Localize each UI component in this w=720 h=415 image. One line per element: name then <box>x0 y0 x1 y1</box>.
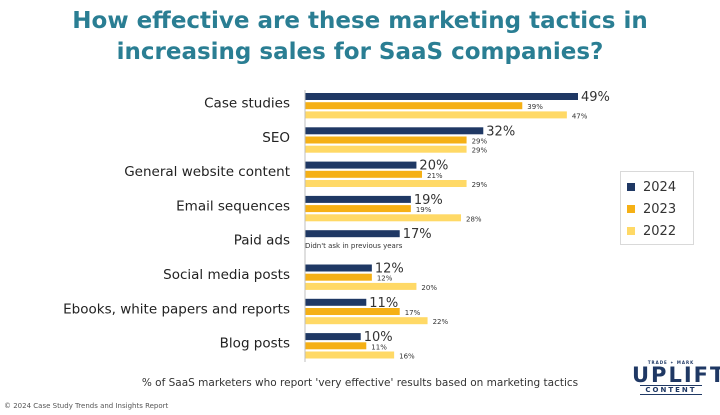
value-label-2024-blog-posts: 10% <box>364 330 393 345</box>
legend-item-2023: 2023 <box>627 198 687 220</box>
chart-title: How effective are these marketing tactic… <box>0 6 720 68</box>
chart-legend: 2024 2023 2022 <box>620 171 694 245</box>
category-label-general-website-content: General website content <box>124 164 290 180</box>
bar-2022-email-sequences <box>305 214 461 222</box>
bar-2024-social-media-posts <box>305 264 372 272</box>
value-label-2022-email-sequences: 28% <box>466 215 482 223</box>
bar-2023-blog-posts <box>305 342 367 350</box>
bar-2023-seo <box>305 136 467 144</box>
value-label-2023-case-studies: 39% <box>527 103 543 111</box>
value-label-2024-paid-ads: 17% <box>403 227 432 242</box>
value-label-2024-ebooks-white-papers-and-reports: 11% <box>369 296 398 311</box>
value-label-2023-social-media-posts: 12% <box>377 275 393 283</box>
category-label-ebooks-white-papers-and-reports: Ebooks, white papers and reports <box>63 301 290 317</box>
logo-tagline: TRADE ✦ MARK <box>647 360 695 365</box>
bar-2022-general-website-content <box>305 180 467 187</box>
bar-2023-ebooks-white-papers-and-reports <box>305 308 400 315</box>
category-label-email-sequences: Email sequences <box>176 198 290 214</box>
bar-2024-email-sequences <box>305 195 411 203</box>
value-label-2023-general-website-content: 21% <box>427 172 443 180</box>
legend-swatch-2024 <box>627 183 635 191</box>
bar-2024-blog-posts <box>305 333 361 341</box>
bar-2024-general-website-content <box>305 161 417 169</box>
legend-label-2024: 2024 <box>643 179 677 195</box>
logo-main: UPLIFT <box>632 363 720 387</box>
bar-2022-blog-posts <box>305 351 395 359</box>
value-label-2023-email-sequences: 19% <box>416 206 432 214</box>
bar-2023-general-website-content <box>305 170 422 178</box>
bar-2022-ebooks-white-papers-and-reports <box>305 317 428 325</box>
legend-item-2022: 2022 <box>627 220 687 242</box>
value-label-2023-ebooks-white-papers-and-reports: 17% <box>405 309 421 317</box>
chart-title-line1: How effective are these marketing tactic… <box>72 8 648 34</box>
legend-swatch-2023 <box>627 205 635 213</box>
value-label-2022-general-website-content: 29% <box>472 181 488 189</box>
category-label-social-media-posts: Social media posts <box>163 267 290 283</box>
legend-item-2024: 2024 <box>627 176 687 198</box>
category-label-paid-ads: Paid ads <box>234 233 290 249</box>
bar-2023-case-studies <box>305 102 523 110</box>
uplift-logo: TRADE ✦ MARK UPLIFT CONTENT <box>632 360 720 395</box>
value-label-2024-social-media-posts: 12% <box>375 262 404 277</box>
copyright-text: © 2024 Case Study Trends and Insights Re… <box>4 402 169 410</box>
value-label-2022-seo: 29% <box>472 147 488 155</box>
value-label-2022-blog-posts: 16% <box>399 353 415 361</box>
value-label-2024-general-website-content: 20% <box>419 159 448 174</box>
chart-caption: % of SaaS marketers who report 'very eff… <box>141 377 579 389</box>
bar-2022-case-studies <box>305 111 567 119</box>
legend-label-2023: 2023 <box>643 201 677 217</box>
legend-label-2022: 2022 <box>643 223 677 239</box>
bar-2022-social-media-posts <box>305 282 417 290</box>
category-label-blog-posts: Blog posts <box>220 336 290 352</box>
value-label-2022-social-media-posts: 20% <box>421 284 437 292</box>
category-label-case-studies: Case studies <box>204 96 290 112</box>
value-label-2023-blog-posts: 11% <box>371 343 387 351</box>
bar-2024-ebooks-white-papers-and-reports <box>305 298 367 306</box>
chart-title-line2: increasing sales for SaaS companies? <box>116 39 604 65</box>
value-label-2024-email-sequences: 19% <box>414 193 443 208</box>
value-label-2023-seo: 29% <box>472 138 488 146</box>
value-label-2024-case-studies: 49% <box>581 90 610 105</box>
logo-sub: CONTENT <box>640 385 702 395</box>
value-label-2022-ebooks-white-papers-and-reports: 22% <box>433 318 449 326</box>
value-label-2024-seo: 32% <box>486 124 515 139</box>
note-paid-ads: Didn't ask in previous years <box>305 242 403 250</box>
bar-2024-case-studies <box>305 93 578 100</box>
bar-2023-social-media-posts <box>305 273 372 281</box>
category-label-seo: SEO <box>262 130 290 146</box>
bar-2024-seo <box>305 127 484 135</box>
value-label-2022-case-studies: 47% <box>572 112 588 120</box>
legend-swatch-2022 <box>627 227 635 235</box>
bar-2024-paid-ads <box>305 230 400 238</box>
bar-2022-seo <box>305 145 467 153</box>
bar-2023-email-sequences <box>305 205 411 213</box>
